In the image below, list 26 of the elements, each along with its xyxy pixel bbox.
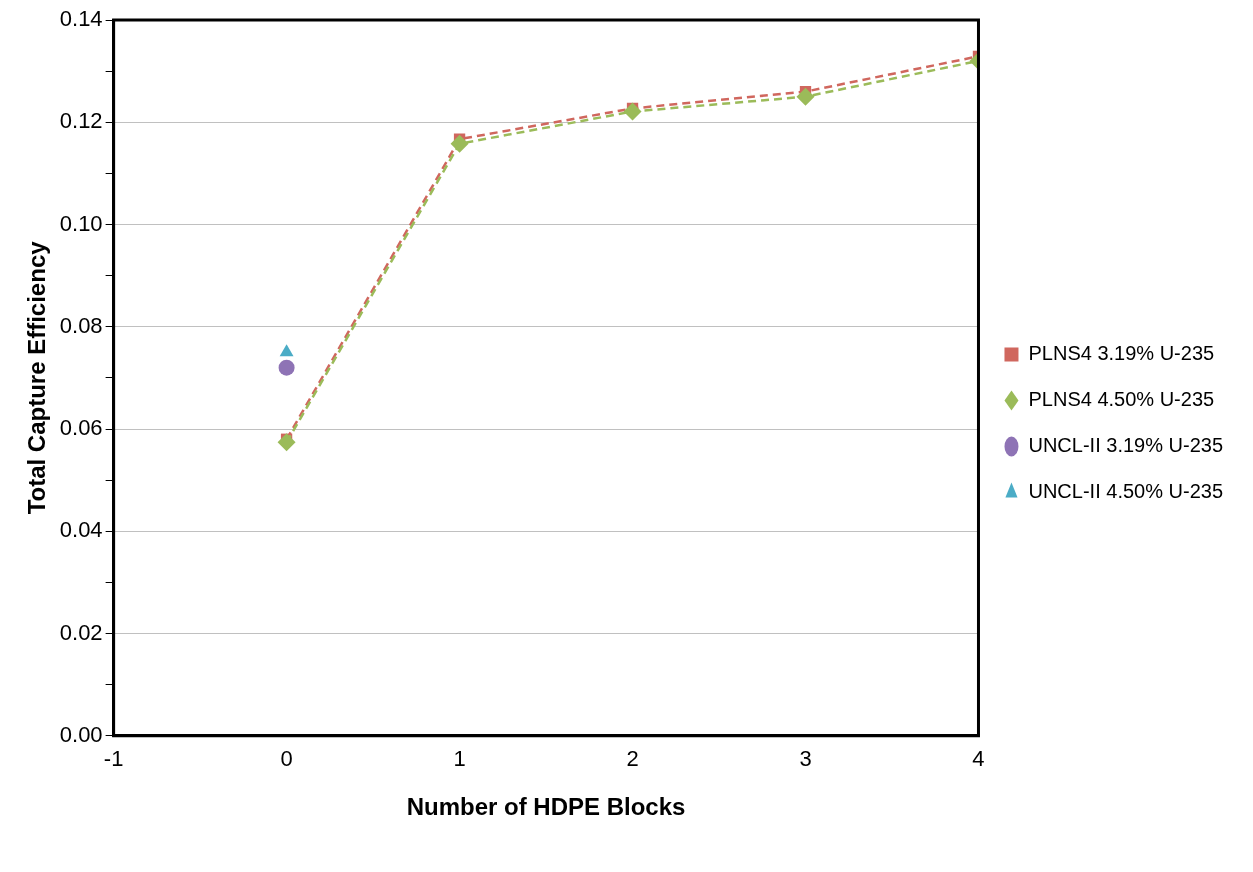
- point: [623, 102, 642, 121]
- y-tick-label: 0.08: [59, 312, 103, 338]
- y-tick-label: 0.10: [59, 210, 103, 236]
- x-tick-label: 2: [626, 746, 639, 772]
- y-tick-label: 0.02: [59, 619, 103, 645]
- legend-label: UNCL-II 4.50% U-235: [1028, 480, 1224, 503]
- point: [796, 87, 815, 106]
- y-tick-label: 0.06: [59, 415, 103, 441]
- x-tick-label: 0: [280, 746, 293, 772]
- x-tick-label: -1: [103, 746, 124, 772]
- y-tick-label: 0.14: [59, 6, 103, 32]
- x-axis-title: Number of HDPE Blocks: [406, 793, 686, 821]
- y-tick-label: 0.00: [59, 721, 103, 747]
- x-tick-label: 1: [453, 746, 466, 772]
- legend-label: UNCL-II 3.19% U-235: [1028, 434, 1224, 457]
- legend-label: PLNS4 3.19% U-235: [1028, 342, 1215, 365]
- point: [279, 344, 294, 357]
- y-tick-label: 0.12: [59, 108, 103, 134]
- point: [277, 433, 296, 452]
- point: [278, 359, 295, 376]
- y-axis-title: Total Capture Efficiency: [23, 240, 51, 515]
- x-tick-label: 3: [799, 746, 812, 772]
- x-tick-label: 4: [972, 746, 985, 772]
- y-tick-label: 0.04: [59, 517, 103, 543]
- point: [450, 134, 469, 153]
- legend-label: PLNS4 4.50% U-235: [1028, 388, 1215, 411]
